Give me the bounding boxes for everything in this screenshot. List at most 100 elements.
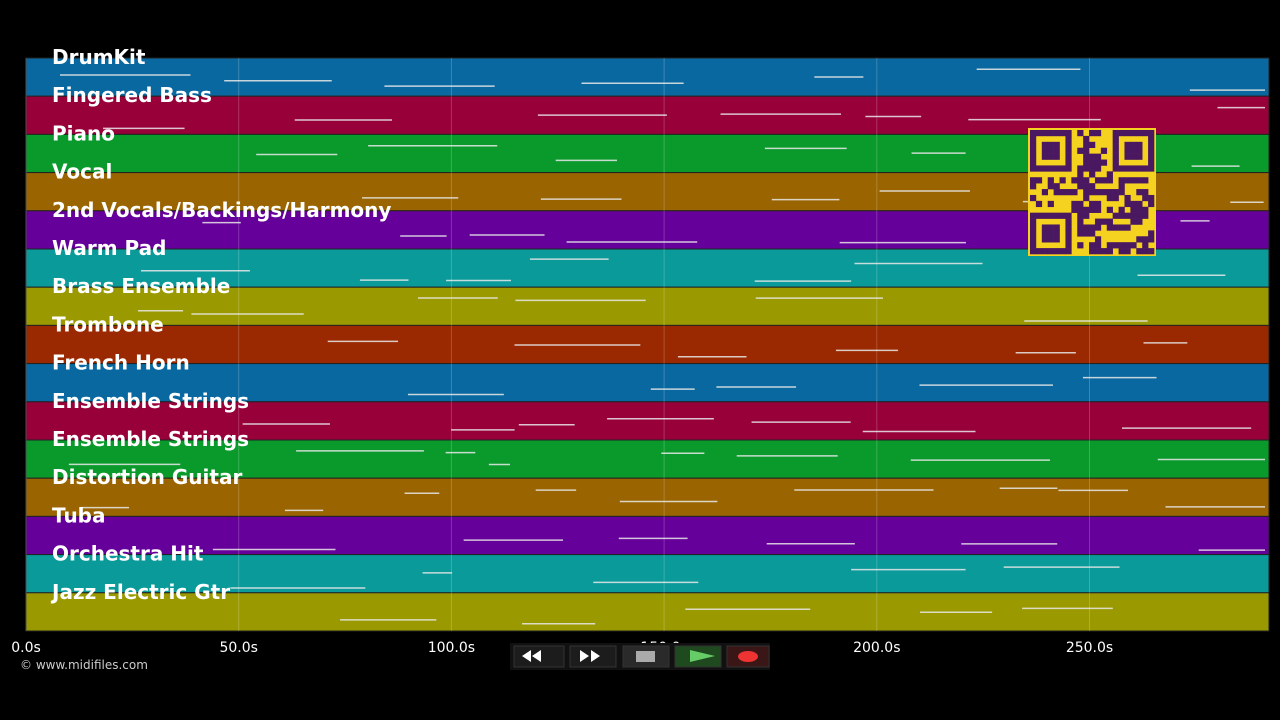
qr-module [1041,153,1049,160]
qr-module [1083,135,1090,143]
track-name: DrumKit [52,45,146,69]
qr-module [1047,130,1054,137]
track-name: Jazz Electric Gtr [50,580,230,604]
qr-module [1106,242,1113,249]
qr-module [1059,212,1066,219]
track-band [25,57,1270,97]
qr-module [1136,206,1143,213]
qr-module [1041,141,1049,149]
qr-module [1089,224,1096,231]
play-button[interactable] [674,645,722,668]
qr-module [1030,212,1037,219]
qr-module [1059,165,1066,172]
qr-module [1089,189,1096,196]
qr-module [1065,248,1072,255]
qr-module [1083,165,1090,172]
qr-module [1148,153,1155,160]
qr-module [1094,130,1102,137]
qr-module [1148,230,1155,237]
qr-module [1148,194,1155,202]
qr-module [1053,147,1060,154]
qr-module [1118,206,1125,213]
qr-module [1083,212,1090,219]
qr-module [1118,242,1125,249]
qr-module [1094,224,1102,231]
qr-module [1089,171,1096,178]
qr-module [1083,141,1090,149]
qr-module [1136,153,1143,160]
qr-module [1124,242,1131,249]
qr-module [1030,218,1037,225]
qr-module [1035,130,1043,137]
qr-module [1089,200,1096,208]
qr-module [1100,147,1108,154]
qr-module [1148,165,1155,172]
qr-module [1124,165,1131,172]
qr-module [1136,147,1143,154]
qr-module [1053,183,1060,190]
qr-module [1041,165,1049,172]
stop-button[interactable] [622,645,670,668]
qr-module [1083,194,1090,202]
track-name: Brass Ensemble [52,274,230,298]
qr-module [1053,153,1060,160]
time-tick-label: 200.0s [853,640,900,656]
qr-module [1030,141,1037,149]
qr-module [1030,248,1037,255]
track-name: Warm Pad [52,236,166,260]
qr-module [1030,230,1037,237]
qr-module [1124,248,1131,255]
track-band [25,477,1270,517]
qr-module [1112,224,1119,231]
qr-module [1089,130,1096,137]
qr-module [1077,230,1084,237]
qr-module [1124,177,1131,184]
qr-module [1130,141,1137,149]
qr-module [1065,147,1072,154]
qr-module [1071,206,1078,213]
record-button[interactable] [726,645,770,668]
qr-module [1071,177,1078,184]
rewind-button[interactable] [513,645,565,668]
qr-module [1142,248,1149,255]
qr-module [1130,147,1137,154]
track-name: Distortion Guitar [52,465,242,489]
qr-module [1083,224,1090,231]
qr-module [1112,135,1119,143]
qr-module [1065,130,1072,137]
qr-module [1148,159,1155,166]
qr-module [1100,248,1108,255]
qr-module [1053,236,1060,243]
qr-module [1041,147,1049,154]
qr-module [1089,248,1096,255]
track-name: Tuba [52,503,106,527]
qr-module [1089,230,1096,237]
qr-module [1059,189,1066,196]
qr-module [1047,230,1054,237]
qr-module [1041,248,1049,255]
qr-module [1089,165,1096,172]
track-name: 2nd Vocals/Backings/Harmony [52,198,391,222]
qr-module [1124,200,1131,208]
qr-module [1083,206,1090,213]
qr-module [1077,200,1084,208]
qr-module [1136,236,1143,243]
track-name: Ensemble Strings [52,389,249,413]
forward-button[interactable] [569,645,617,668]
qr-module [1106,177,1113,184]
qr-module [1059,130,1066,137]
qr-module [1130,165,1137,172]
qr-module [1065,189,1072,196]
qr-module [1030,165,1037,172]
qr-module [1053,212,1060,219]
qr-module [1124,147,1131,154]
track-name: Trombone [52,312,164,336]
qr-module [1041,189,1049,196]
qr-module [1035,165,1043,172]
qr-module [1112,194,1119,202]
qr-module [1124,224,1131,231]
qr-module [1094,189,1102,196]
qr-module [1047,153,1054,160]
qr-module [1030,177,1037,184]
qr-module [1142,206,1149,213]
